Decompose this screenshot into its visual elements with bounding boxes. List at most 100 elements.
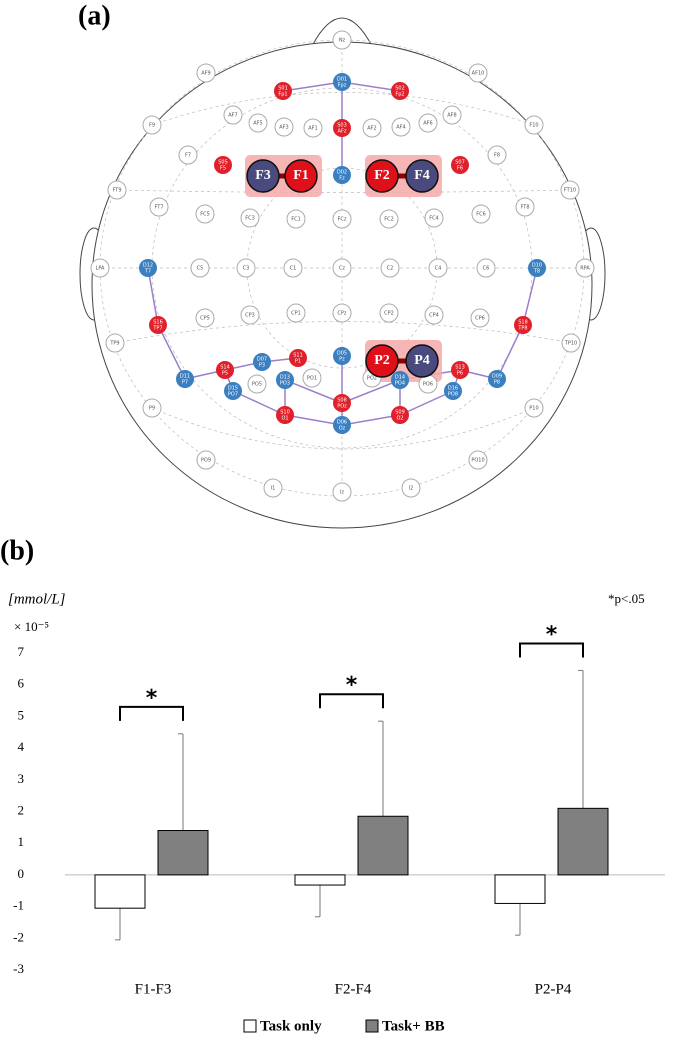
electrode-label: FT9 [112, 188, 121, 194]
electrode-label: D13 [280, 375, 290, 381]
electrode [444, 382, 462, 400]
panel-label: (a) [78, 0, 111, 31]
electrode-label: Iz [340, 490, 344, 496]
electrode [528, 259, 546, 277]
channel [284, 159, 318, 193]
electrode [333, 166, 351, 184]
connection [341, 81, 401, 92]
channel-label: F4 [414, 168, 430, 183]
electrode-label: CPz [337, 311, 347, 317]
electrode-label: S11 [293, 353, 303, 359]
electrode [487, 145, 507, 165]
electrode [303, 118, 323, 138]
electrode-label: CP4 [429, 313, 439, 319]
electrode-label: D06 [337, 420, 347, 426]
channel-label: P4 [414, 353, 430, 368]
channel [405, 159, 439, 193]
significance-bracket [119, 705, 184, 721]
electrode-label: PO10 [471, 458, 484, 464]
electrode [223, 105, 243, 125]
bar [357, 815, 409, 876]
electrode-label: P7 [182, 380, 188, 386]
electrode [362, 118, 382, 138]
electrode-label: P6 [457, 371, 463, 377]
electrode-label: PO5 [252, 382, 262, 388]
connection [284, 414, 343, 426]
electrode-label: CP6 [475, 316, 485, 322]
bar [294, 874, 346, 886]
electrode [524, 398, 544, 418]
electrode [276, 406, 294, 424]
electrode-label: D14 [395, 375, 405, 381]
connection [282, 81, 343, 92]
y-scale: × 10⁻⁵ [14, 619, 49, 634]
y-tick-label: 5 [18, 707, 25, 722]
electrode [236, 258, 256, 278]
electrode-label: PO7 [228, 392, 238, 398]
electrode-label: Pz [339, 357, 345, 363]
electrode-label: S02 [395, 86, 405, 92]
bar [494, 874, 546, 904]
electrode-label: T7 [144, 269, 151, 275]
electrode-label: CP1 [291, 311, 301, 317]
electrode-label: AF8 [447, 113, 456, 119]
electrode [468, 450, 488, 470]
electrode [514, 316, 532, 334]
electrode-label: C4 [435, 266, 442, 272]
electrode [240, 208, 260, 228]
electrode-label: AF2 [367, 126, 376, 132]
electrode-label: AF10 [472, 71, 485, 77]
electrode-label: F9 [149, 123, 155, 129]
electrode-label: O2 [396, 416, 403, 422]
electrode-label: O1 [281, 416, 288, 422]
y-tick-label: -3 [13, 961, 24, 976]
electrode-label: PO2 [367, 376, 377, 382]
electrode-label: PO9 [201, 458, 211, 464]
electrode [196, 450, 216, 470]
electrode-label: PO3 [280, 381, 290, 387]
electrode-label: RPA [580, 266, 590, 272]
electrode-label: S01 [278, 86, 288, 92]
electrode-label: Fz [339, 176, 345, 182]
electrode [274, 82, 292, 100]
electrode-label: P5 [222, 371, 228, 377]
electrode [224, 382, 242, 400]
y-tick-label: -2 [13, 929, 24, 944]
electrode-label: S05 [218, 160, 228, 166]
electrode [451, 361, 469, 379]
channel-label: F2 [374, 168, 390, 183]
electrode-label: S07 [455, 160, 465, 166]
electrode-label: S10 [280, 410, 290, 416]
electrode-label: FT10 [564, 188, 576, 194]
electrode-label: TP10 [564, 341, 577, 347]
electrode [286, 209, 306, 229]
bar [94, 874, 146, 909]
legend-swatch [243, 1019, 257, 1033]
electrode [332, 482, 352, 502]
electrode [560, 180, 580, 200]
electrode [195, 204, 215, 224]
electrode-label: F7 [185, 153, 191, 159]
electrode-label: Fp1 [278, 92, 287, 98]
significance-bracket [319, 693, 384, 709]
electrode-label: AF5 [253, 121, 262, 127]
x-tick-label: F2-F4 [335, 981, 372, 997]
electrode [333, 416, 351, 434]
electrode [248, 113, 268, 133]
electrode [332, 30, 352, 50]
electrode-label: D11 [180, 374, 190, 380]
electrode-label: FC3 [245, 216, 255, 222]
electrode-label: S18 [518, 320, 528, 326]
electrode-label: C6 [483, 266, 490, 272]
electrode-label: FCz [338, 217, 347, 223]
electrode [302, 368, 322, 388]
connection [341, 379, 401, 404]
electrode [289, 349, 307, 367]
electrode [105, 333, 125, 353]
bar [157, 830, 209, 876]
channel-label: F1 [293, 168, 309, 183]
electrode-label: D10 [532, 263, 542, 269]
electrode-label: Nz [339, 38, 346, 44]
electrode [476, 258, 496, 278]
